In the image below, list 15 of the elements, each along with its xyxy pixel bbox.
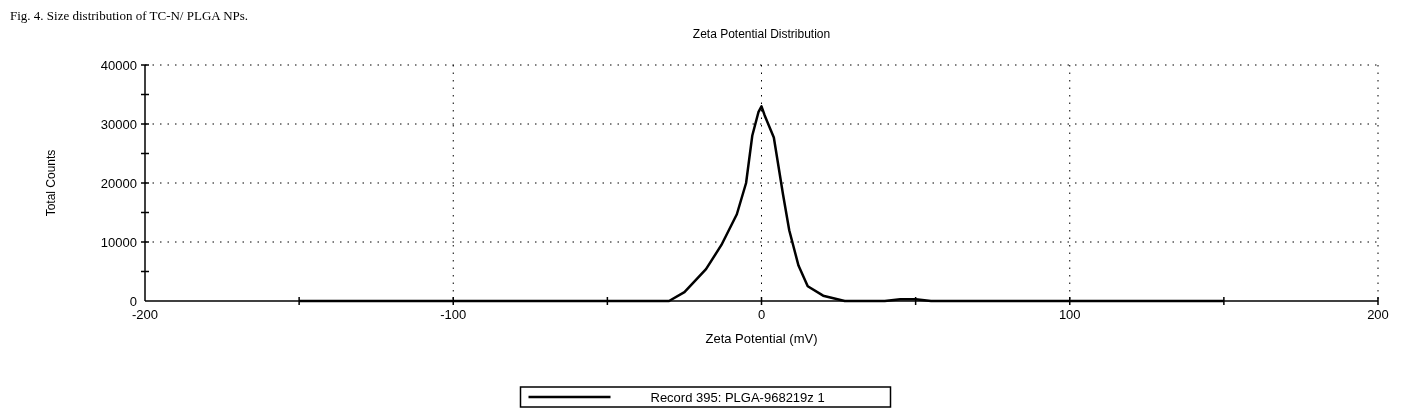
x-tick-label: 100 xyxy=(1058,307,1081,322)
text: Record 395: PLGA-968219z 1 xyxy=(650,389,825,405)
y-axis-title: Total Counts xyxy=(44,149,58,217)
x-axis-title: Zeta Potential (mV) xyxy=(705,331,818,346)
x-tick-label: -200 xyxy=(131,307,159,322)
caption: Fig. 4. Size distribution of TC-N/ PLGA NPs. xyxy=(10,8,249,23)
x-tick-label: 200 xyxy=(1367,307,1389,322)
x-tick-label: 0 xyxy=(757,307,766,322)
x-tick-label: -100 xyxy=(440,307,467,322)
y-tick-label: 0 xyxy=(129,293,137,309)
chart-title: Zeta Potential Distribution xyxy=(692,27,831,41)
y-tick-label: 40000 xyxy=(100,57,137,73)
y-tick-label: 30000 xyxy=(100,116,137,132)
y-tick-label: 10000 xyxy=(100,234,137,250)
y-tick-label: 20000 xyxy=(100,175,137,191)
